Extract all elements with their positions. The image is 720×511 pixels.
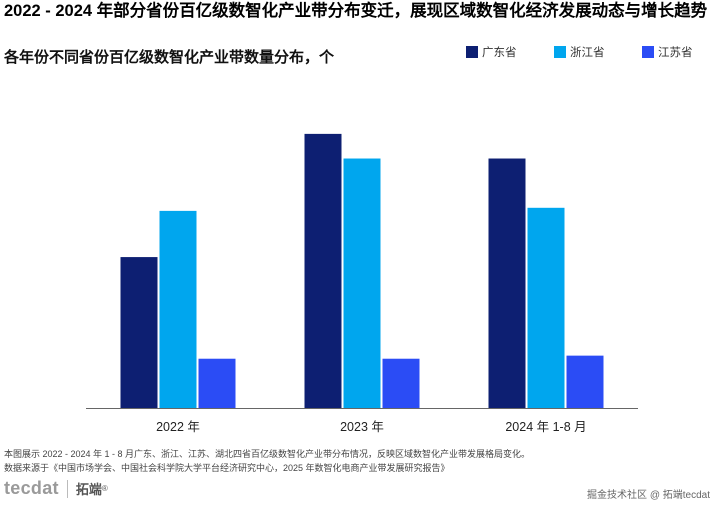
- bar-0-1: [159, 210, 197, 408]
- legend-item-zhejiang: 浙江省: [554, 44, 642, 60]
- logo-text: tecdat: [4, 478, 59, 498]
- legend-label-jiangsu: 江苏省: [658, 47, 693, 59]
- x-tick-label: 2022 年: [156, 420, 200, 434]
- legend-swatch-guangdong: [466, 46, 478, 58]
- legend-item-jiangsu: 江苏省: [642, 44, 720, 60]
- legend-label-guangdong: 广东省: [482, 47, 517, 59]
- chart-subtitle: 各年份不同省份百亿级数智化产业带数量分布，个: [4, 49, 335, 66]
- chart-note: 本图展示 2022 - 2024 年 1 - 8 月广东、浙江、江苏、湖北四省百…: [4, 449, 531, 459]
- bar-1-1: [343, 158, 381, 408]
- x-tick-label: 2023 年: [340, 420, 384, 434]
- legend-swatch-jiangsu: [642, 46, 654, 58]
- watermark: 掘金技术社区 @ 拓端tecdat: [587, 490, 710, 501]
- bar-1-0: [304, 133, 342, 408]
- data-source-note: 数据来源于《中国市场学会、中国社会科学院大学平台经济研究中心，2025 年数智化…: [4, 463, 450, 473]
- bar-2-1: [527, 207, 565, 408]
- logo-registered-mark: ®: [101, 484, 108, 493]
- bar-0-2: [198, 358, 236, 408]
- legend-label-zhejiang: 浙江省: [570, 47, 605, 59]
- legend-swatch-zhejiang: [554, 46, 566, 58]
- bar-0-0: [120, 257, 158, 408]
- logo-cn-text: 拓端: [75, 482, 102, 497]
- logo-divider: [66, 479, 68, 498]
- bar-2-2: [566, 355, 604, 408]
- bar-1-2: [382, 358, 420, 408]
- x-tick-label: 2024 年 1-8 月: [505, 420, 586, 434]
- legend-item-guangdong: 广东省: [466, 44, 554, 60]
- tecdat-logo: tecdat 拓端 ®: [4, 478, 108, 499]
- bar-2-0: [488, 158, 526, 408]
- chart-legend: 广东省 浙江省 江苏省: [466, 44, 720, 60]
- chart-title: 2022 - 2024 年部分省份百亿级数智化产业带分布变迁，展现区域数智化经济…: [4, 2, 708, 20]
